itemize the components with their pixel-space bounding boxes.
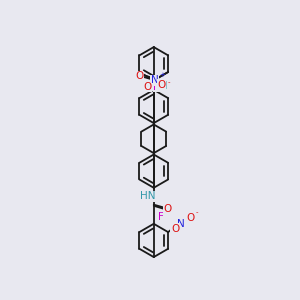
Text: F: F bbox=[158, 212, 164, 222]
Text: O: O bbox=[186, 213, 194, 223]
Text: N: N bbox=[151, 75, 159, 85]
Text: O: O bbox=[164, 204, 172, 214]
Text: +: + bbox=[159, 72, 165, 78]
Text: -: - bbox=[167, 80, 170, 85]
Text: O: O bbox=[135, 71, 143, 81]
Text: NH: NH bbox=[152, 81, 168, 91]
Text: -: - bbox=[196, 209, 198, 215]
Text: HN: HN bbox=[140, 191, 155, 201]
Text: F: F bbox=[153, 82, 159, 92]
Text: O: O bbox=[158, 80, 166, 90]
Text: O: O bbox=[144, 82, 152, 92]
Text: +: + bbox=[186, 215, 192, 221]
Text: N: N bbox=[177, 219, 185, 229]
Text: O: O bbox=[171, 224, 179, 234]
